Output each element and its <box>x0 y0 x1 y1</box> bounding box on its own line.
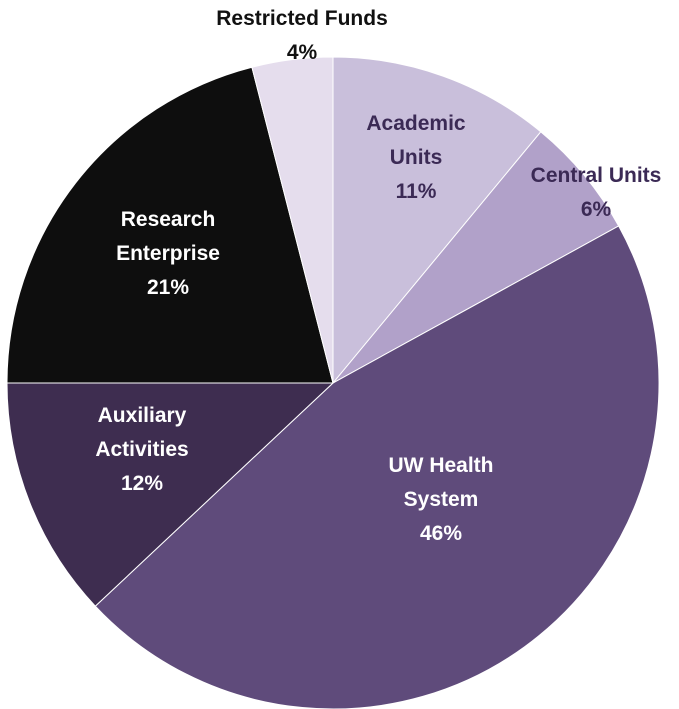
category-label: Auxiliary Activities <box>95 404 189 461</box>
value-label: 46% <box>419 522 463 545</box>
pie-slice <box>6 66 334 384</box>
pie-slice <box>332 131 620 384</box>
slice-label: Research Enterprise 21% <box>98 203 238 305</box>
category-label: Research Enterprise <box>116 208 220 265</box>
pie-slice <box>332 56 542 385</box>
slice-label: Auxiliary Activities 12% <box>77 399 207 501</box>
value-label: 11% <box>395 180 437 203</box>
value-label: 4% <box>286 41 318 64</box>
category-label: Academic Units <box>366 112 466 169</box>
pie-slice <box>6 382 335 607</box>
category-label: UW Health System <box>388 454 494 511</box>
category-label: Central Units <box>530 164 662 187</box>
pie-slice <box>94 225 660 709</box>
pie-slice <box>251 56 334 384</box>
value-label: 21% <box>146 276 190 299</box>
slice-label: UW Health System 46% <box>376 449 506 551</box>
slice-label: Central Units 6% <box>506 159 679 227</box>
value-label: 6% <box>580 198 612 221</box>
category-label: Restricted Funds <box>216 7 388 30</box>
value-label: 12% <box>120 472 164 495</box>
slice-label: Academic Units 11% <box>356 107 476 209</box>
slice-label: Restricted Funds 4% <box>182 2 422 70</box>
